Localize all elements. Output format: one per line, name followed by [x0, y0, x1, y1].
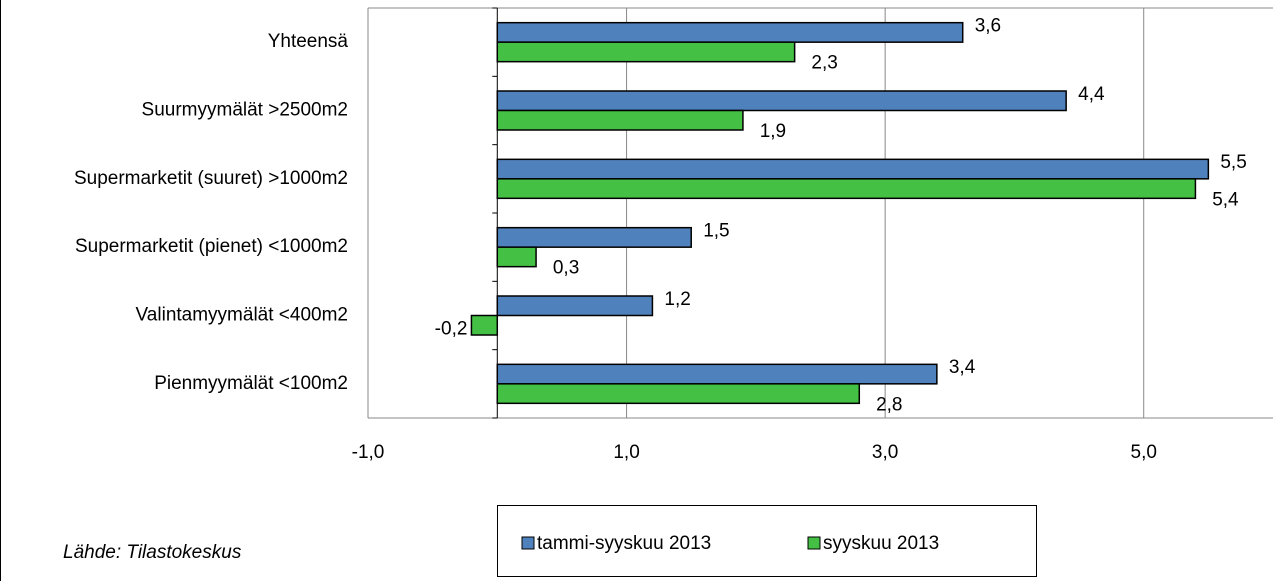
bar [496, 363, 938, 385]
data-label: 5,5 [1220, 152, 1246, 173]
data-label: 3,6 [975, 15, 1001, 36]
y-tick-label: Valintamyymälät <400m2 [136, 305, 348, 326]
y-tick-label: Suurmyymälät >2500m2 [142, 100, 348, 121]
bar [496, 383, 861, 405]
legend-label: syyskuu 2013 [823, 533, 939, 554]
source-note: Lähde: Tilastokeskus [63, 542, 242, 563]
bar [496, 178, 1197, 200]
x-tick-label: 3,0 [872, 442, 898, 463]
y-tick-label: Supermarketit (pienet) <1000m2 [75, 236, 348, 257]
data-label: 4,4 [1078, 84, 1105, 105]
data-label: -0,2 [435, 318, 468, 339]
y-tick-label: Yhteensä [268, 31, 349, 52]
legend-swatch [807, 536, 821, 550]
legend-label: tammi-syyskuu 2013 [537, 533, 711, 554]
bar [496, 90, 1067, 112]
x-tick-label: 1,0 [613, 442, 639, 463]
bar [496, 246, 537, 268]
x-tick-label: -1,0 [352, 442, 385, 463]
data-label: 1,9 [760, 121, 786, 142]
data-label: 1,5 [703, 220, 729, 241]
data-label: 1,2 [664, 289, 690, 310]
data-label: 2,3 [811, 53, 837, 74]
bar [496, 109, 744, 131]
bar [496, 295, 654, 317]
data-label: 0,3 [553, 258, 579, 279]
x-tick-label: 5,0 [1131, 442, 1157, 463]
y-tick-label: Supermarketit (suuret) >1000m2 [74, 168, 348, 189]
data-label: 5,4 [1212, 189, 1239, 210]
legend-swatch [521, 536, 535, 550]
bar [496, 41, 796, 63]
y-tick-label: Pienmyymälät <100m2 [154, 373, 348, 394]
bar [470, 314, 499, 336]
bar [496, 21, 964, 43]
data-label: 3,4 [949, 357, 976, 378]
bar [496, 226, 692, 248]
data-label: 2,8 [876, 394, 902, 415]
legend-box [497, 505, 1037, 577]
bar [496, 158, 1210, 180]
